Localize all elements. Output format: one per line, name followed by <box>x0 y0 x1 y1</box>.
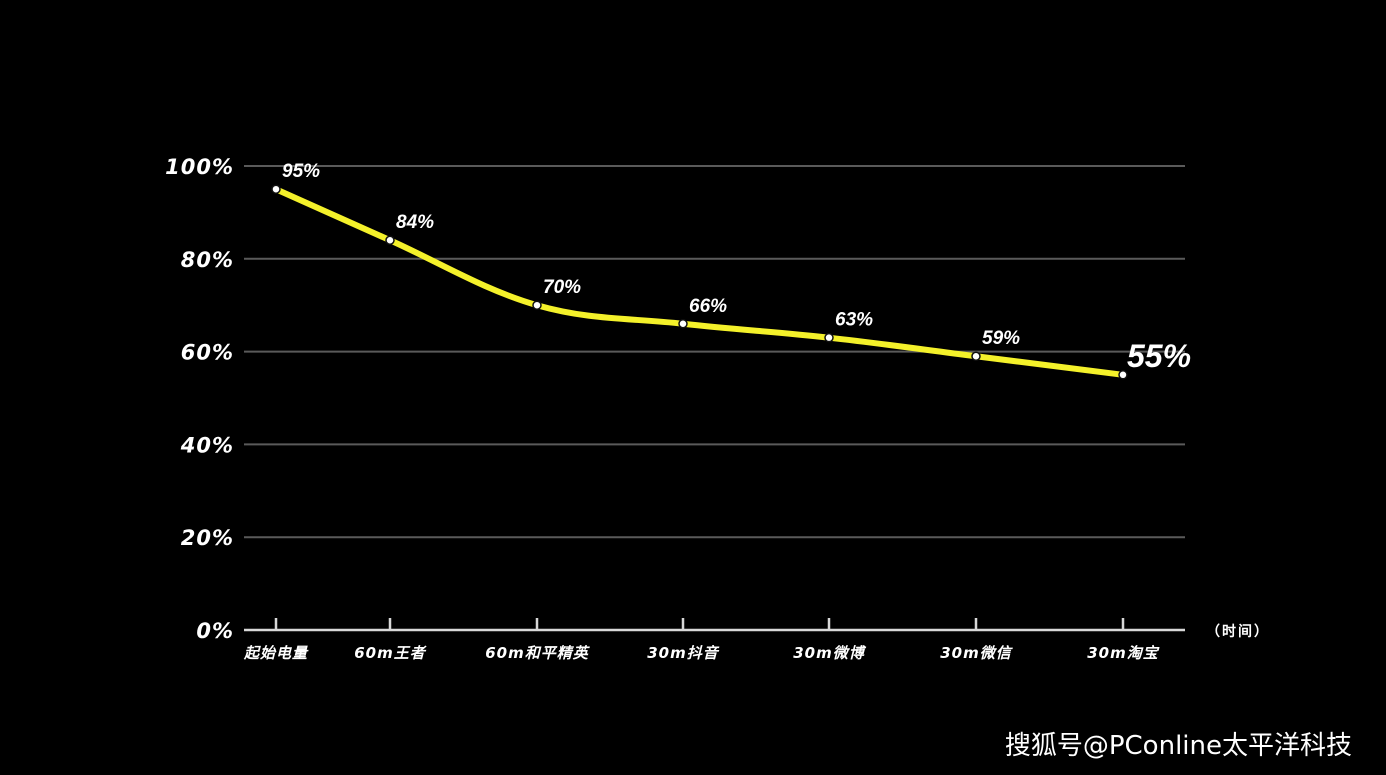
x-tick-label: 60m王者 <box>354 644 427 662</box>
data-point <box>532 300 542 310</box>
grid-layer <box>244 165 1185 539</box>
y-tick-label: 100% <box>165 155 234 179</box>
x-tick-label: 30m淘宝 <box>1087 644 1160 662</box>
data-label: 95% <box>282 161 320 182</box>
x-axis-tick-labels: 起始电量 60m王者 60m和平精英 30m抖音 30m微博 30m微信 30m淘宝 <box>243 644 1160 662</box>
y-tick-label: 80% <box>181 248 234 272</box>
y-tick-label: 0% <box>196 619 234 643</box>
y-tick-label: 40% <box>180 433 234 457</box>
y-tick-label: 60% <box>181 341 234 365</box>
x-tick-label: 30m微博 <box>793 644 867 662</box>
x-tick-label: 起始电量 <box>243 644 309 662</box>
x-tick-label: 30m抖音 <box>647 644 720 662</box>
watermark: 搜狐号@PConline太平洋科技 <box>1005 731 1352 761</box>
y-axis-tick-labels: 0% 20% 40% 60% 80% 100% <box>165 155 234 643</box>
data-point <box>971 351 981 361</box>
x-tick-label: 30m微信 <box>940 644 1014 662</box>
data-labels: 95% 84% 70% 66% 63% 59% 55% <box>282 161 1191 374</box>
data-label: 55% <box>1127 338 1191 374</box>
data-label: 63% <box>835 310 873 331</box>
x-axis-unit-label: （时间） <box>1206 623 1270 640</box>
y-tick-label: 20% <box>181 526 234 550</box>
data-label: 59% <box>982 328 1020 349</box>
data-point <box>271 184 281 194</box>
data-label: 84% <box>396 212 434 233</box>
data-point <box>385 235 395 245</box>
x-axis <box>244 618 1185 632</box>
data-label: 66% <box>689 296 727 317</box>
x-tick-label: 60m和平精英 <box>485 644 591 662</box>
data-point <box>824 332 834 343</box>
data-label: 70% <box>543 277 581 298</box>
data-points <box>271 184 1128 380</box>
data-point <box>1118 370 1128 380</box>
data-point <box>678 319 688 329</box>
